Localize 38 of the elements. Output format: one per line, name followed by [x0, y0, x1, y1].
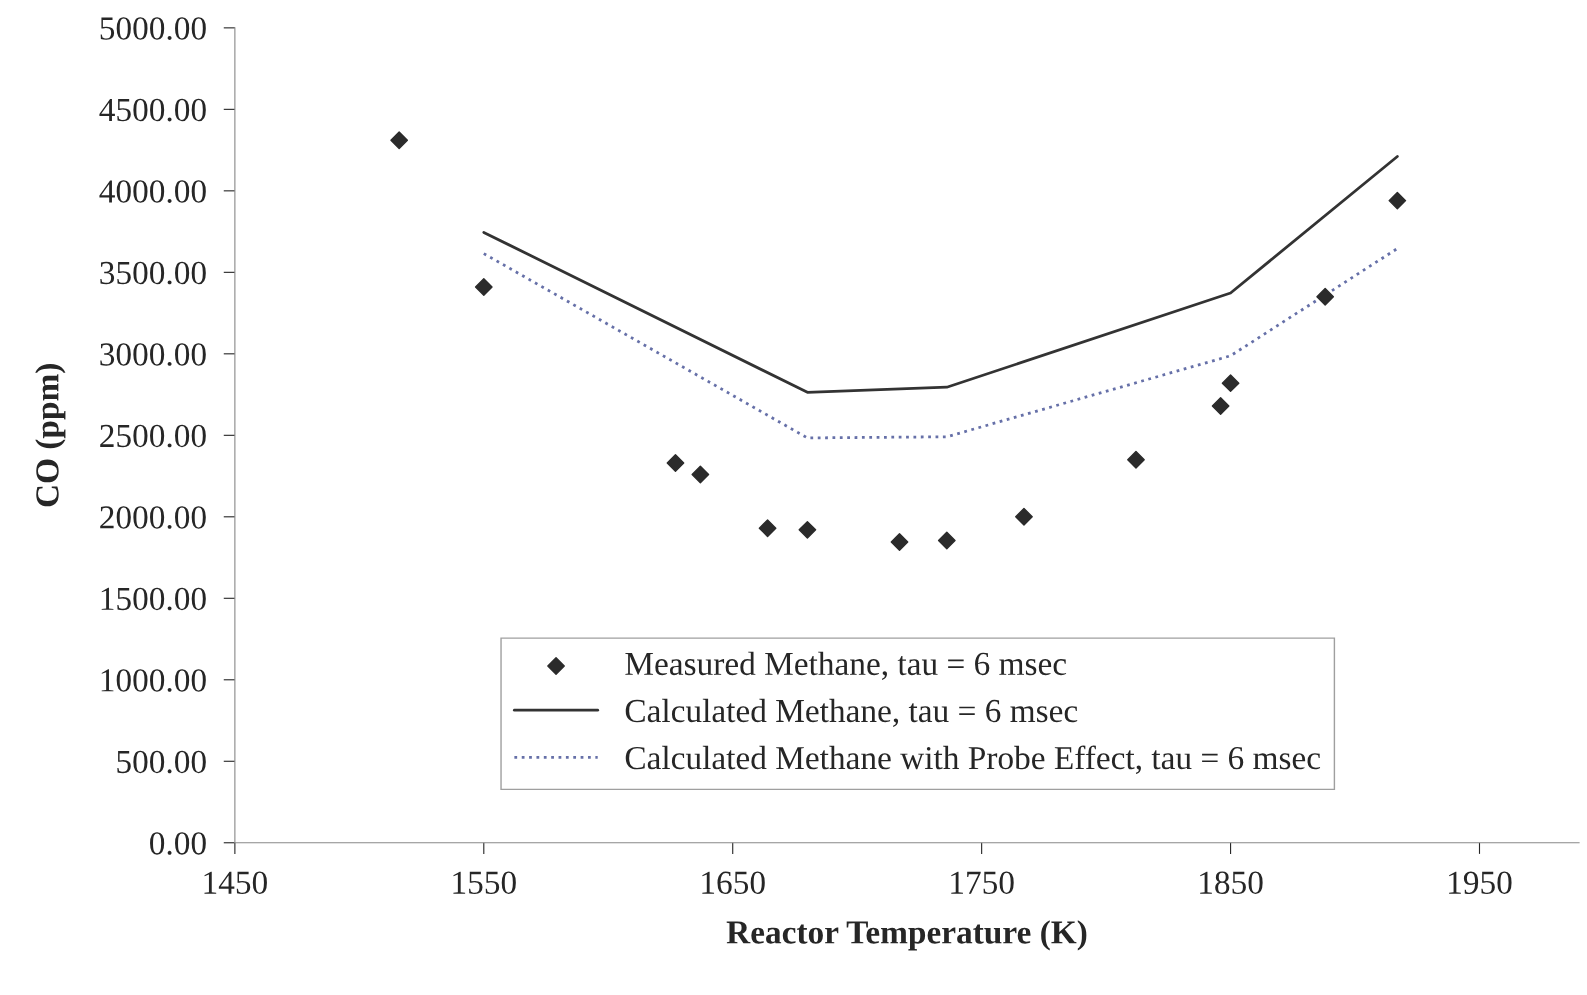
y-tick-label: 3500.00 — [100, 261, 206, 285]
y-tick-label: 5000.00 — [100, 17, 206, 40]
x-tick-label: 1950 — [1449, 871, 1512, 894]
x-tick-label: 1650 — [702, 871, 765, 894]
point — [390, 131, 409, 150]
x-tick-label: 1750 — [951, 871, 1014, 894]
point — [798, 520, 817, 539]
point — [1316, 287, 1335, 306]
point — [1211, 397, 1230, 415]
x-tick-label: 1450 — [204, 871, 267, 894]
point — [474, 278, 493, 296]
x-tick-label: 1850 — [1200, 871, 1263, 894]
point — [1015, 507, 1033, 526]
y-tick-label: 1000.00 — [101, 669, 206, 692]
point — [1221, 374, 1240, 393]
x-axis-title: Reactor Temperature (K) — [726, 920, 1087, 951]
y-tick-label: 4000.00 — [99, 180, 206, 203]
legend-label: Measured Methane, tau = 6 msec — [625, 651, 1067, 680]
point — [890, 533, 909, 551]
y-tick-label: 500.00 — [117, 750, 206, 774]
point — [758, 519, 777, 538]
point — [937, 531, 956, 550]
y-tick-label: 1500.00 — [101, 587, 206, 611]
y-tick-label: 2500.00 — [100, 424, 206, 448]
y-tick-label: 4500.00 — [99, 98, 206, 122]
y-tick-label: 3000.00 — [100, 343, 206, 366]
point — [1388, 191, 1407, 210]
y-axis-title: CO (ppm) — [35, 364, 66, 507]
point — [1127, 450, 1145, 469]
point — [691, 465, 710, 484]
line-series — [482, 247, 1399, 440]
line-series — [482, 155, 1399, 394]
x-tick-label: 1550 — [453, 871, 516, 894]
point — [666, 454, 685, 472]
legend-label: Calculated Methane, tau = 6 msec — [625, 698, 1078, 728]
y-tick-label: 0.00 — [150, 832, 206, 855]
y-tick-label: 2000.00 — [100, 506, 206, 529]
legend-label: Calculated Methane with Probe Effect, tau = 6 msec — [625, 745, 1321, 775]
